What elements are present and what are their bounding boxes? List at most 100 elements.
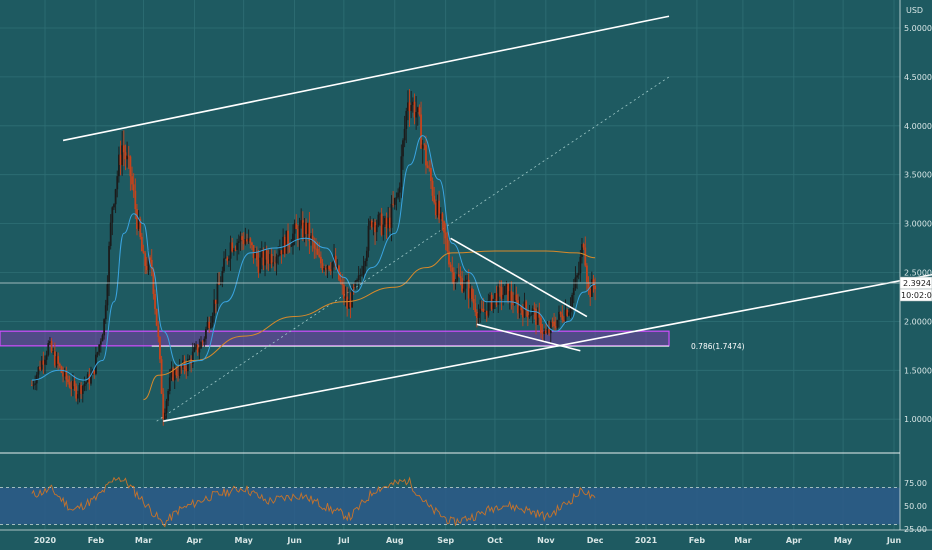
candle bbox=[525, 299, 528, 317]
candle bbox=[65, 366, 68, 387]
candle bbox=[407, 90, 409, 121]
candle bbox=[206, 316, 209, 330]
price-tick-label: 2.0000 bbox=[904, 317, 932, 326]
candle bbox=[213, 289, 216, 326]
candle bbox=[226, 256, 229, 265]
candle bbox=[236, 238, 239, 261]
rsi-tick-label: 50.00 bbox=[904, 502, 927, 511]
candle bbox=[121, 131, 124, 176]
candle bbox=[321, 258, 324, 274]
candle bbox=[439, 207, 442, 233]
candle bbox=[518, 296, 521, 319]
candle bbox=[152, 267, 155, 300]
candle bbox=[326, 264, 329, 279]
time-tick-label: Aug bbox=[386, 536, 404, 545]
candle bbox=[300, 208, 303, 229]
candle bbox=[485, 310, 488, 322]
candle bbox=[408, 89, 411, 127]
candle bbox=[592, 275, 595, 293]
candle bbox=[369, 216, 372, 230]
candle bbox=[277, 246, 280, 265]
candle bbox=[416, 106, 419, 126]
wedge-top-line[interactable] bbox=[450, 237, 588, 318]
last-price-value: 2.3924 bbox=[903, 279, 931, 288]
candle bbox=[390, 195, 393, 242]
candle bbox=[543, 328, 546, 342]
candle bbox=[375, 219, 378, 242]
candle bbox=[168, 369, 171, 395]
candle bbox=[590, 271, 593, 297]
candle bbox=[454, 278, 457, 290]
candle bbox=[339, 271, 342, 285]
price-tick-label: 5.0000 bbox=[904, 24, 932, 33]
trend-lines[interactable] bbox=[62, 15, 932, 422]
candle bbox=[428, 160, 431, 172]
candle bbox=[448, 240, 450, 268]
candle bbox=[131, 166, 133, 191]
upper-channel-line[interactable] bbox=[62, 15, 670, 142]
candle bbox=[42, 351, 45, 374]
candle bbox=[359, 268, 362, 284]
candle bbox=[494, 293, 496, 309]
candle bbox=[60, 365, 63, 374]
candle bbox=[50, 338, 53, 354]
candle bbox=[472, 289, 475, 310]
time-tick-label: Apr bbox=[186, 536, 202, 545]
candle bbox=[361, 265, 363, 277]
candle bbox=[244, 227, 247, 246]
candle bbox=[223, 251, 225, 273]
candle bbox=[377, 211, 380, 228]
candle bbox=[63, 367, 66, 381]
candle bbox=[191, 342, 194, 369]
candle bbox=[584, 236, 587, 268]
time-axis[interactable]: 2020 Feb Mar Apr May Jun Jul Aug Sep Oct Nov Dec 202… bbox=[34, 536, 902, 545]
candle bbox=[319, 251, 322, 269]
candle bbox=[142, 244, 145, 254]
candle bbox=[508, 282, 511, 310]
price-axis[interactable]: 5.0000 4.5000 4.0000 3.5000 3.0000 2.5000 2.00… bbox=[904, 24, 932, 424]
candle bbox=[231, 237, 234, 253]
candle bbox=[395, 192, 398, 211]
candle bbox=[567, 308, 570, 317]
candle bbox=[237, 234, 240, 255]
time-tick-label: Nov bbox=[537, 536, 555, 545]
candle bbox=[57, 352, 60, 371]
candle bbox=[397, 188, 399, 200]
candle bbox=[431, 177, 434, 202]
candle bbox=[280, 250, 283, 264]
candle bbox=[49, 336, 51, 346]
candle bbox=[186, 354, 189, 377]
candle bbox=[517, 293, 519, 320]
candle bbox=[211, 312, 214, 328]
time-tick-label: May bbox=[235, 536, 254, 545]
candle bbox=[75, 383, 78, 402]
candle bbox=[526, 309, 529, 327]
candle bbox=[229, 235, 232, 271]
candle bbox=[357, 266, 360, 290]
candle bbox=[203, 336, 206, 347]
candle bbox=[37, 366, 40, 380]
candle bbox=[507, 283, 509, 304]
price-tick-label: 3.5000 bbox=[904, 171, 932, 180]
candle bbox=[387, 206, 390, 238]
candle bbox=[165, 398, 168, 419]
candle bbox=[380, 207, 383, 237]
candle bbox=[145, 256, 148, 274]
candle bbox=[544, 323, 547, 335]
candle bbox=[173, 364, 176, 389]
time-tick-label: Jul bbox=[337, 536, 350, 545]
lower-channel-line[interactable] bbox=[163, 273, 932, 422]
candle bbox=[452, 267, 455, 291]
candle bbox=[242, 232, 245, 250]
candle bbox=[93, 370, 96, 379]
candle bbox=[449, 262, 452, 272]
wedge-bottom-line[interactable] bbox=[476, 323, 581, 352]
candle bbox=[546, 321, 549, 335]
candle bbox=[109, 214, 112, 250]
candle bbox=[594, 277, 597, 301]
time-tick-label: 2020 bbox=[34, 536, 57, 545]
rsi-axis[interactable]: 75.00 50.00 25.00 bbox=[904, 479, 927, 534]
candle bbox=[374, 219, 376, 245]
candle bbox=[103, 318, 106, 340]
